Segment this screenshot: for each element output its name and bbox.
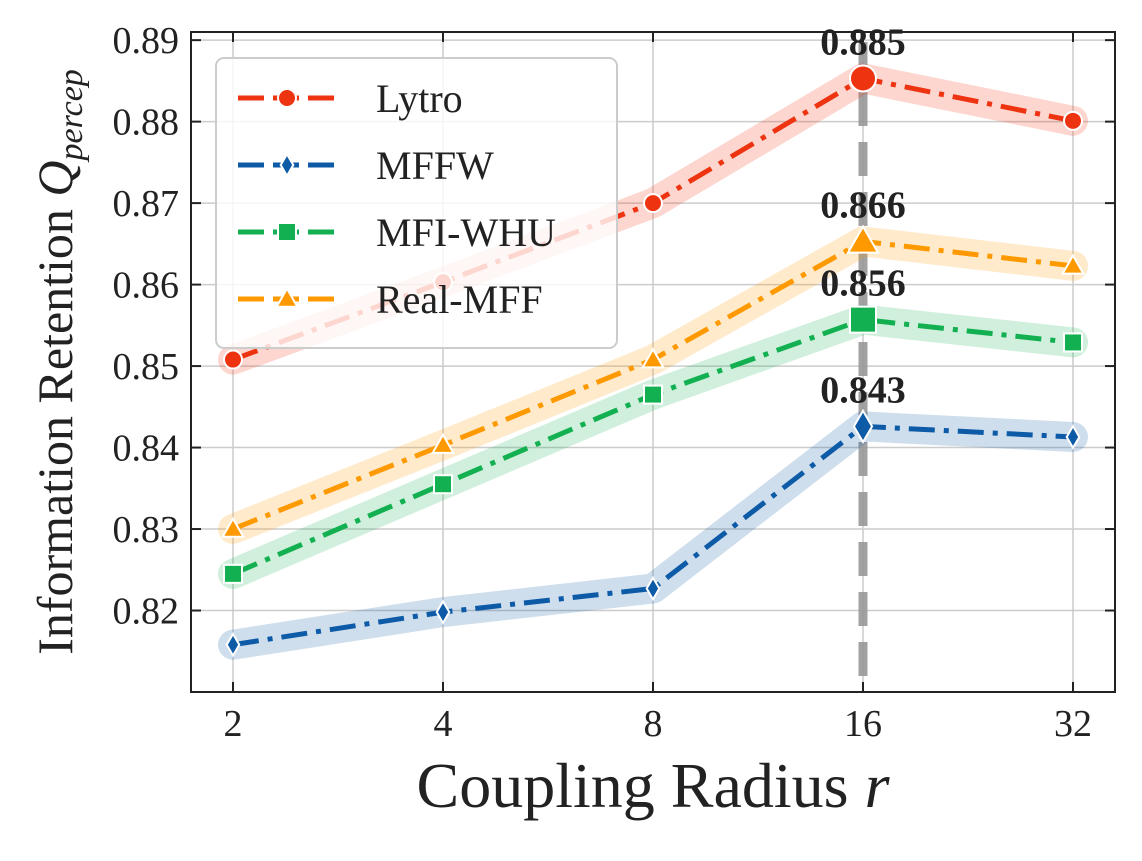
y-tick-label: 0.89 <box>113 20 180 62</box>
y-tick-label: 0.82 <box>113 591 180 633</box>
marker-mffw <box>225 631 241 658</box>
peak-annotations: 0.885 0.866 0.856 0.843 <box>820 21 906 411</box>
y-tick-label: 0.85 <box>113 346 180 388</box>
y-axis-title-text: Information Retention <box>27 209 83 655</box>
marker-real-mff <box>430 432 456 454</box>
axis-ticks: 2 4 8 16 32 0.82 0.83 0.84 0.85 0.86 0.87 0.88 0.89 <box>113 20 1115 745</box>
annotation-real-mff: 0.866 <box>820 184 906 226</box>
annotation-mfi-whu: 0.856 <box>820 263 906 305</box>
x-axis-title-text: Coupling Radius <box>417 750 849 821</box>
marker-mffw <box>645 575 661 602</box>
x-tick-label: 4 <box>434 703 453 745</box>
y-tick-label: 0.84 <box>113 428 180 470</box>
marker-mfi-whu <box>1063 332 1083 353</box>
marker-mffw <box>852 408 874 444</box>
marker-real-mff <box>640 347 666 369</box>
marker-mffw <box>1065 424 1081 450</box>
marker-lytro <box>1063 110 1083 131</box>
marker-mffw <box>435 599 451 625</box>
marker-mfi-whu <box>643 384 663 405</box>
y-tick-label: 0.86 <box>113 265 180 307</box>
legend-marker-lytro <box>277 88 297 108</box>
marker-real-mff <box>220 516 246 538</box>
marker-lytro <box>849 64 877 93</box>
legend-label-mfi-whu: MFI-WHU <box>376 210 556 255</box>
legend-marker-mffw <box>279 152 295 178</box>
x-tick-label: 16 <box>844 703 882 745</box>
y-axis-title: Information Retention Qpercep <box>27 69 90 655</box>
series-markers <box>220 64 1086 658</box>
legend-marker-real-mff <box>274 286 300 308</box>
legend: Lytro MFFW MFI-WHU Real-MFF <box>215 57 618 349</box>
legend-box <box>215 57 618 349</box>
legend-label-mffw: MFFW <box>376 143 494 188</box>
x-tick-label: 2 <box>224 703 243 745</box>
x-axis-title: Coupling Radius r <box>417 750 891 821</box>
marker-real-mff <box>846 224 880 254</box>
annotation-mffw: 0.843 <box>820 369 906 411</box>
legend-marker-mfi-whu <box>277 222 297 242</box>
marker-lytro <box>643 193 663 214</box>
legend-label-real-mff: Real-MFF <box>376 277 543 322</box>
legend-label-lytro: Lytro <box>376 76 463 121</box>
marker-mfi-whu <box>849 305 877 334</box>
marker-real-mff <box>1060 253 1086 275</box>
x-tick-label: 8 <box>644 703 663 745</box>
y-tick-label: 0.88 <box>113 102 180 144</box>
marker-lytro <box>223 349 243 370</box>
line-mffw <box>232 423 1074 648</box>
y-axis-variable-subscript: percep <box>53 69 90 162</box>
x-tick-label: 32 <box>1054 703 1092 745</box>
marker-mfi-whu <box>433 474 453 495</box>
y-axis-variable: Q <box>27 160 83 196</box>
marker-mfi-whu <box>223 563 243 584</box>
y-tick-label: 0.87 <box>113 183 180 225</box>
annotation-lytro: 0.885 <box>820 21 906 63</box>
y-tick-label: 0.83 <box>113 509 180 551</box>
x-axis-variable: r <box>865 750 891 821</box>
